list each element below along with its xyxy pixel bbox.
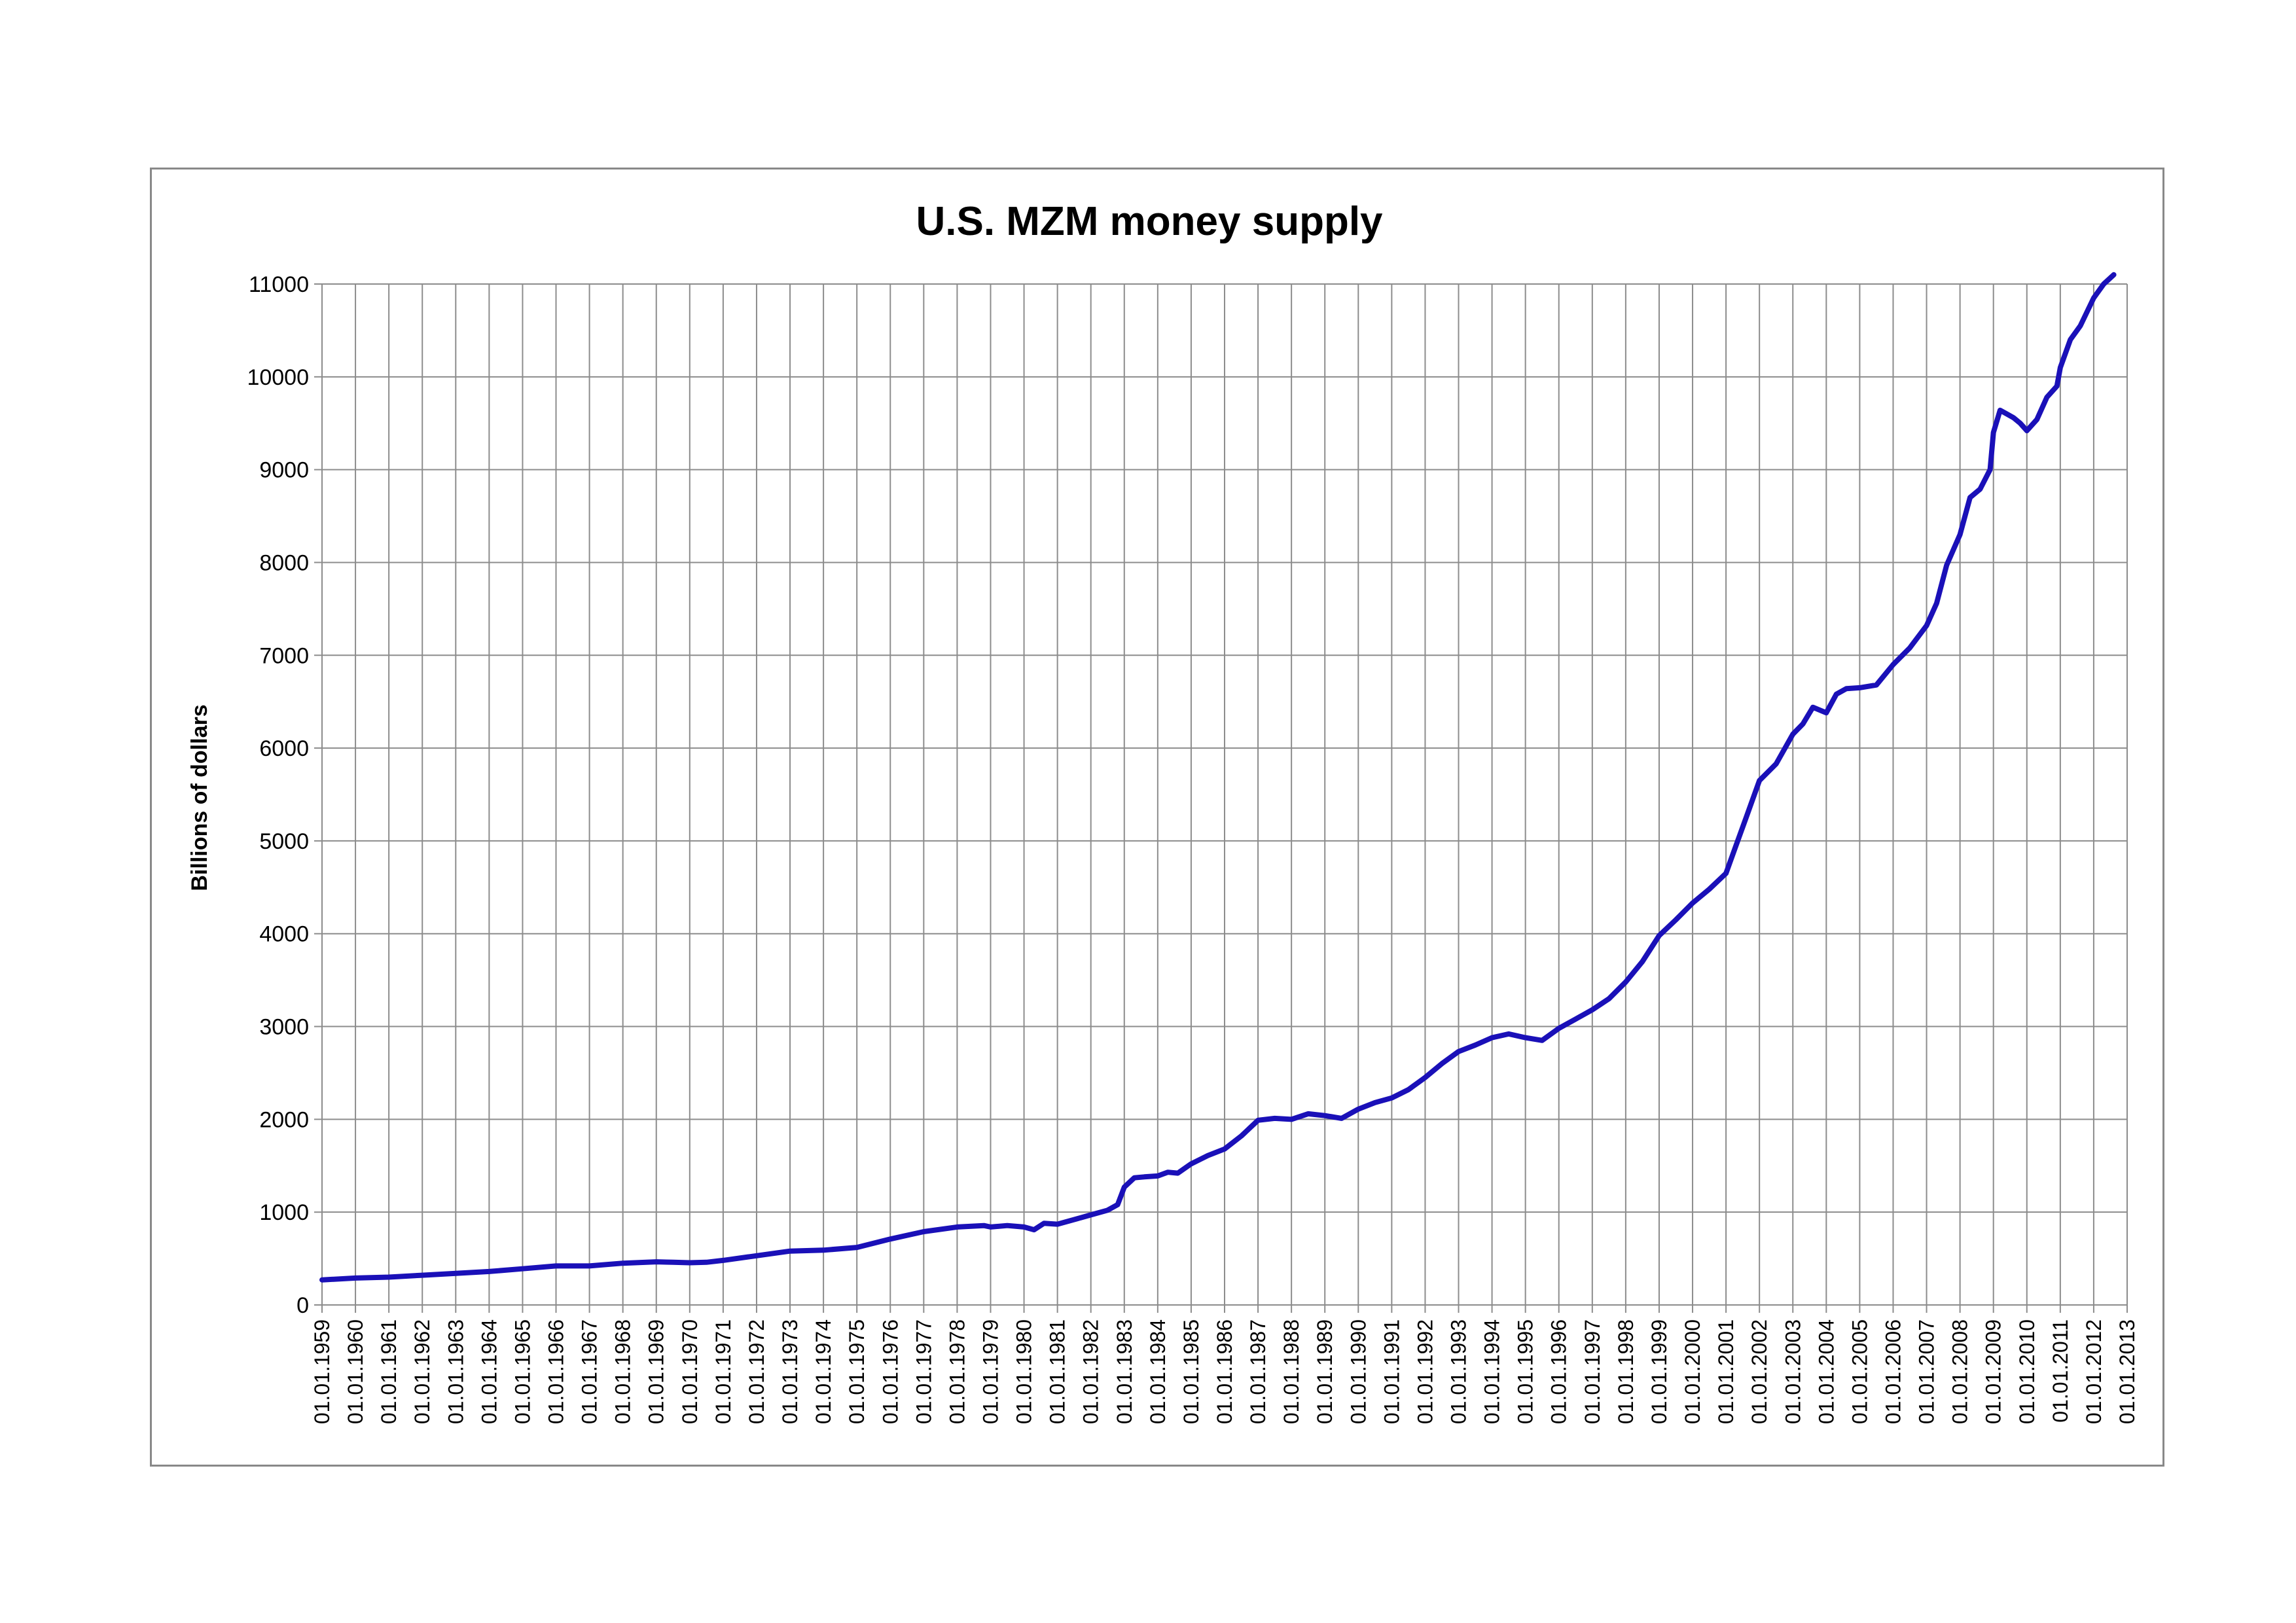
x-tick-label: 01.01.1972 [745,1319,768,1424]
chart-title: U.S. MZM money supply [916,199,1383,244]
x-tick-label: 01.01.1988 [1280,1319,1303,1424]
x-tick-label: 01.01.1966 [545,1319,568,1424]
y-tick-label: 0 [296,1293,309,1318]
x-tick-label: 01.01.1965 [511,1319,534,1424]
x-tick-label: 01.01.1992 [1413,1319,1437,1424]
x-tick-label: 01.01.1969 [645,1319,668,1424]
x-tick-label: 01.01.1980 [1013,1319,1036,1424]
grid-layer [321,283,2128,1306]
x-tick-label: 01.01.1978 [945,1319,969,1424]
y-tick-label: 2000 [259,1107,309,1132]
x-tick-label: 01.01.1979 [978,1319,1002,1424]
x-tick-label: 01.01.1996 [1547,1319,1571,1424]
x-tick-label: 01.01.2010 [2015,1319,2039,1424]
x-tick-label: 01.01.2009 [1982,1319,2005,1424]
x-tick-label: 01.01.1967 [578,1319,601,1424]
x-tick-label: 01.01.1995 [1514,1319,1537,1424]
y-axis-label: Billions of dollars [187,704,212,891]
x-tick-label: 01.01.1963 [444,1319,467,1424]
x-tick-label: 01.01.1959 [310,1319,334,1424]
x-tick-label: 01.01.1964 [477,1319,501,1424]
x-tick-label: 01.01.2007 [1915,1319,1939,1424]
x-tick-label: 01.01.1997 [1581,1319,1604,1424]
x-tick-label: 01.01.1981 [1046,1319,1069,1424]
y-tick-label: 5000 [259,829,309,854]
x-tick-label: 01.01.1971 [711,1319,735,1424]
x-tick-label: 01.01.1974 [812,1319,835,1424]
chart-svg: U.S. MZM money supply Billions of dollar… [187,199,2139,1424]
series-layer [319,272,2117,1283]
x-tick-label: 01.01.1977 [912,1319,935,1424]
axis-layer [314,283,2128,1313]
x-tick-label: 01.01.1993 [1447,1319,1471,1424]
x-tick-label: 01.01.1987 [1246,1319,1270,1424]
x-tick-label: 01.01.1976 [878,1319,902,1424]
x-tick-label: 01.01.2002 [1748,1319,1771,1424]
x-tick-label: 01.01.1989 [1313,1319,1336,1424]
x-tick-label: 01.01.2006 [1881,1319,1905,1424]
x-tick-label: 01.01.2000 [1681,1319,1704,1424]
x-tick-label: 01.01.1970 [678,1319,702,1424]
x-tick-label: 01.01.1968 [611,1319,635,1424]
y-tick-label: 1000 [259,1200,309,1225]
y-tick-label: 11000 [249,272,309,297]
x-tick-label: 01.01.2004 [1814,1319,1838,1424]
x-tick-label: 01.01.2001 [1714,1319,1738,1424]
x-tick-label: 01.01.2003 [1781,1319,1804,1424]
x-tick-label: 01.01.2011 [2049,1319,2072,1423]
y-tick-label: 6000 [259,736,309,761]
x-tick-label: 01.01.1994 [1480,1319,1504,1424]
y-tick-label: 7000 [259,643,309,668]
x-tick-label: 01.01.1960 [344,1319,367,1424]
y-tick-label: 3000 [259,1015,309,1040]
x-tick-label: 01.01.1973 [778,1319,802,1424]
x-tick-label: 01.01.1998 [1614,1319,1638,1424]
y-tick-label: 10000 [247,365,309,390]
y-tick-label: 4000 [259,922,309,947]
x-tick-label: 01.01.2012 [2082,1319,2106,1424]
chart-frame: U.S. MZM money supply Billions of dollar… [150,168,2164,1467]
x-tick-label: 01.01.1990 [1346,1319,1370,1424]
y-tick-label: 9000 [259,458,309,483]
x-tick-label: 01.01.1961 [377,1319,401,1424]
x-tick-label: 01.01.1982 [1079,1319,1103,1424]
x-tick-label: 01.01.1975 [845,1319,869,1424]
x-tick-label: 01.01.2005 [1848,1319,1871,1424]
x-tick-label: 01.01.1991 [1380,1319,1403,1424]
x-tick-label: 01.01.1985 [1179,1319,1203,1424]
x-tick-label: 01.01.1983 [1113,1319,1136,1424]
x-tick-label: 01.01.1962 [410,1319,434,1424]
x-tick-label: 01.01.1999 [1647,1319,1671,1424]
x-tick-label: 01.01.1986 [1213,1319,1236,1424]
x-tick-labels: 01.01.1959 01.01.1960 01.01.1961 01.01.1962… [310,1319,2139,1424]
y-tick-labels: 0 1000 2000 3000 4000 5000 6000 7000 8000 9000 100… [247,272,309,1318]
x-tick-label: 01.01.1984 [1146,1319,1170,1424]
x-tick-label: 01.01.2008 [1948,1319,1972,1424]
series-line-0 [319,272,2117,1283]
x-tick-label: 01.01.2013 [2115,1319,2139,1424]
y-tick-label: 8000 [259,550,309,575]
